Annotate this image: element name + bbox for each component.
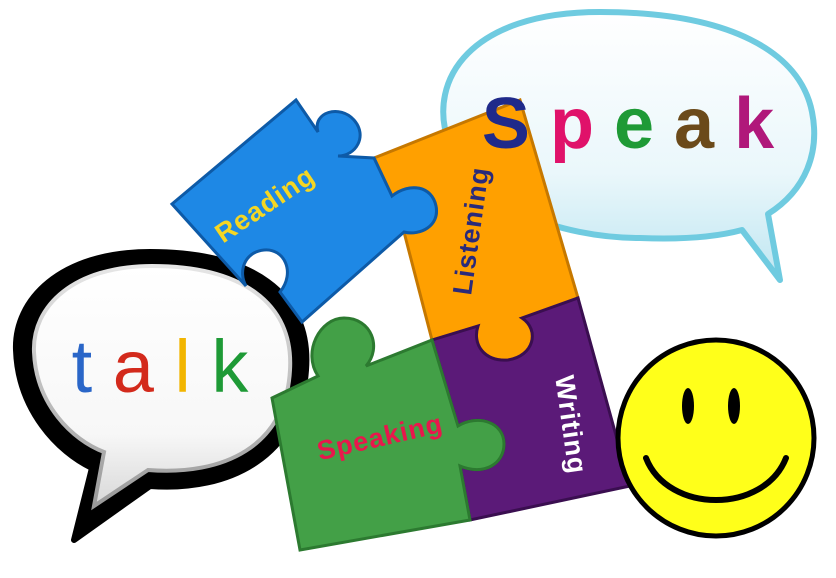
smiley-face: [615, 337, 817, 539]
talk-bubble-body: [31, 263, 293, 511]
puzzle-piece-reading: [169, 97, 438, 325]
talk-word: t a l k: [72, 325, 250, 408]
smiley-mouth: [643, 455, 789, 503]
talk-letter-k: k: [211, 325, 249, 408]
speak-letter-e: e: [614, 84, 654, 164]
talk-bubble: [12, 249, 310, 543]
speak-letter-p: p: [550, 84, 594, 164]
talk-letter-l: l: [174, 325, 190, 408]
speak-word: S p e a k: [482, 84, 775, 164]
smiley-right-eye: [728, 388, 740, 424]
talk-letter-a: a: [113, 325, 155, 408]
speak-letter-a: a: [674, 84, 715, 164]
speak-letter-k: k: [734, 84, 775, 164]
puzzle: [169, 97, 632, 552]
puzzle-piece-speaking: [270, 316, 506, 552]
smiley-left-eye: [682, 388, 694, 424]
smiley-face-icon: [615, 337, 817, 539]
speak-letter-s: S: [482, 84, 530, 164]
talk-letter-t: t: [72, 325, 93, 408]
